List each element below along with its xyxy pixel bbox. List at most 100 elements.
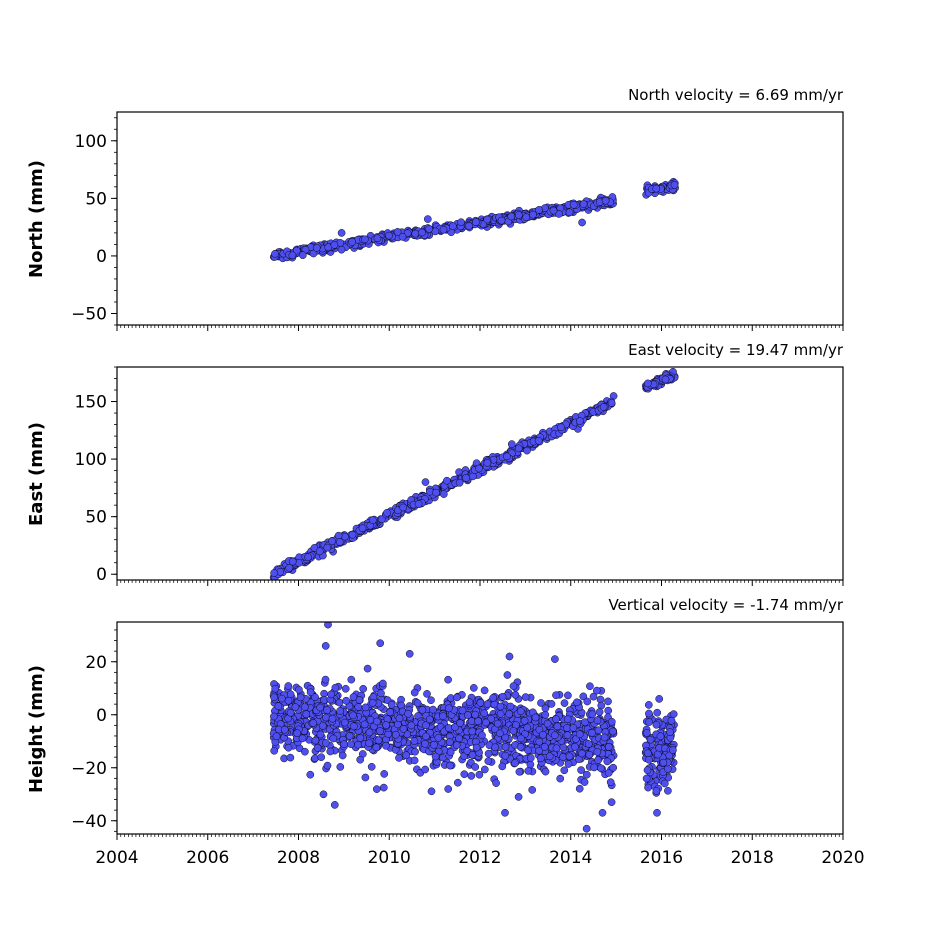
data-point <box>395 754 403 762</box>
data-point <box>348 530 357 539</box>
data-point <box>323 543 332 552</box>
data-point <box>594 756 602 764</box>
data-point <box>439 712 447 721</box>
data-point <box>644 783 652 792</box>
data-point <box>309 719 318 727</box>
data-point <box>300 703 309 711</box>
data-point <box>482 718 490 727</box>
data-point <box>609 727 617 736</box>
data-point <box>469 684 478 692</box>
data-point <box>455 478 464 487</box>
data-point <box>509 682 518 690</box>
data-point <box>557 423 565 432</box>
data-point <box>601 196 610 205</box>
data-point <box>383 508 391 517</box>
data-point <box>659 758 668 767</box>
data-point <box>564 691 572 700</box>
data-point <box>306 770 315 779</box>
data-point <box>588 710 597 719</box>
y-tick-label: 0 <box>96 247 107 267</box>
data-point <box>335 698 344 707</box>
data-point <box>411 229 420 238</box>
data-point <box>537 699 545 707</box>
data-point <box>588 728 596 737</box>
data-point <box>293 729 302 738</box>
east-plot-area: 0 50 100 150 <box>75 366 844 586</box>
data-point <box>456 719 464 728</box>
data-point <box>434 733 443 742</box>
data-point <box>430 740 438 749</box>
data-point <box>410 756 419 765</box>
data-point <box>414 500 423 508</box>
outlier-point <box>376 639 385 648</box>
data-point <box>575 784 584 793</box>
data-point <box>356 734 365 742</box>
data-point <box>478 731 486 740</box>
data-point <box>585 750 594 759</box>
data-point <box>295 559 303 567</box>
data-point <box>382 721 391 729</box>
data-point <box>521 693 530 701</box>
data-point <box>593 748 602 756</box>
data-point <box>560 766 569 775</box>
data-point <box>445 738 454 746</box>
outlier-point <box>535 206 543 214</box>
data-point <box>484 749 493 758</box>
data-point <box>439 225 448 234</box>
data-point <box>284 682 293 690</box>
data-point <box>526 754 535 762</box>
data-point <box>549 206 558 215</box>
data-point <box>460 770 469 779</box>
data-point <box>535 737 544 746</box>
data-point <box>349 722 358 731</box>
data-point <box>516 743 525 751</box>
outlier-point <box>505 652 514 661</box>
data-point <box>379 679 387 688</box>
data-point <box>335 538 344 546</box>
data-point <box>365 739 373 748</box>
data-point <box>407 721 416 730</box>
data-point <box>427 787 436 796</box>
data-point <box>295 685 303 694</box>
data-point <box>302 710 311 719</box>
data-point <box>349 693 358 701</box>
data-point <box>539 730 547 739</box>
data-point <box>418 228 426 237</box>
outlier-point <box>514 793 523 801</box>
data-point <box>444 724 453 732</box>
data-point <box>589 692 598 701</box>
data-point <box>342 696 351 705</box>
data-point <box>565 752 574 761</box>
data-point <box>599 403 608 411</box>
data-point <box>652 720 661 729</box>
data-point <box>541 704 550 713</box>
data-point <box>321 739 330 747</box>
x-tick-label: 2018 <box>731 848 774 868</box>
outlier-point <box>598 808 607 817</box>
data-point <box>373 234 382 243</box>
data-point <box>643 749 652 758</box>
x-tick-label: 2014 <box>549 848 592 868</box>
data-point <box>359 684 368 693</box>
outlier-point <box>444 785 453 793</box>
data-point <box>586 682 594 691</box>
data-point <box>652 787 661 795</box>
outlier-point <box>319 790 328 799</box>
data-point <box>337 245 346 254</box>
data-point <box>511 759 519 767</box>
data-point <box>528 786 537 794</box>
y-tick-label: 100 <box>75 450 107 470</box>
data-point <box>600 733 609 742</box>
data-point <box>509 727 518 735</box>
data-point <box>398 232 407 241</box>
data-point <box>480 686 489 695</box>
data-point <box>514 444 523 453</box>
data-point <box>603 757 612 766</box>
data-point <box>670 181 679 189</box>
data-point <box>354 740 362 749</box>
outlier-point <box>423 215 432 223</box>
outlier-point <box>405 649 414 658</box>
data-point <box>604 743 613 751</box>
data-point <box>560 699 569 707</box>
data-point <box>545 752 554 761</box>
